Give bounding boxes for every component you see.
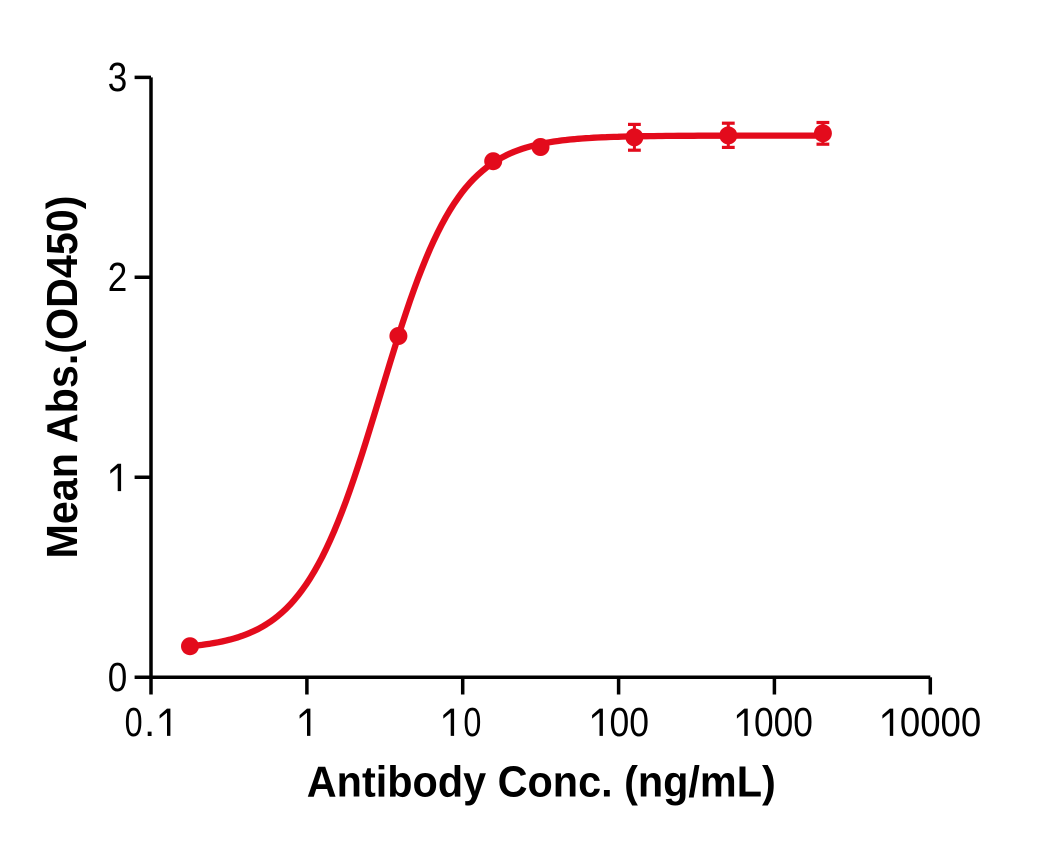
svg-text:Mean Abs.(OD450): Mean Abs.(OD450): [38, 196, 87, 559]
svg-text:0: 0: [463, 699, 481, 745]
svg-text:.: .: [144, 699, 155, 745]
svg-text:2: 2: [108, 254, 128, 300]
svg-text:0: 0: [108, 654, 128, 700]
svg-text:0000: 0000: [900, 699, 981, 745]
svg-text:Antibody Conc. (ng/mL): Antibody Conc. (ng/mL): [307, 757, 776, 806]
svg-text:000: 000: [754, 699, 813, 745]
svg-text:00: 00: [610, 699, 650, 745]
svg-text:0: 0: [125, 699, 143, 745]
svg-text:3: 3: [108, 54, 128, 100]
